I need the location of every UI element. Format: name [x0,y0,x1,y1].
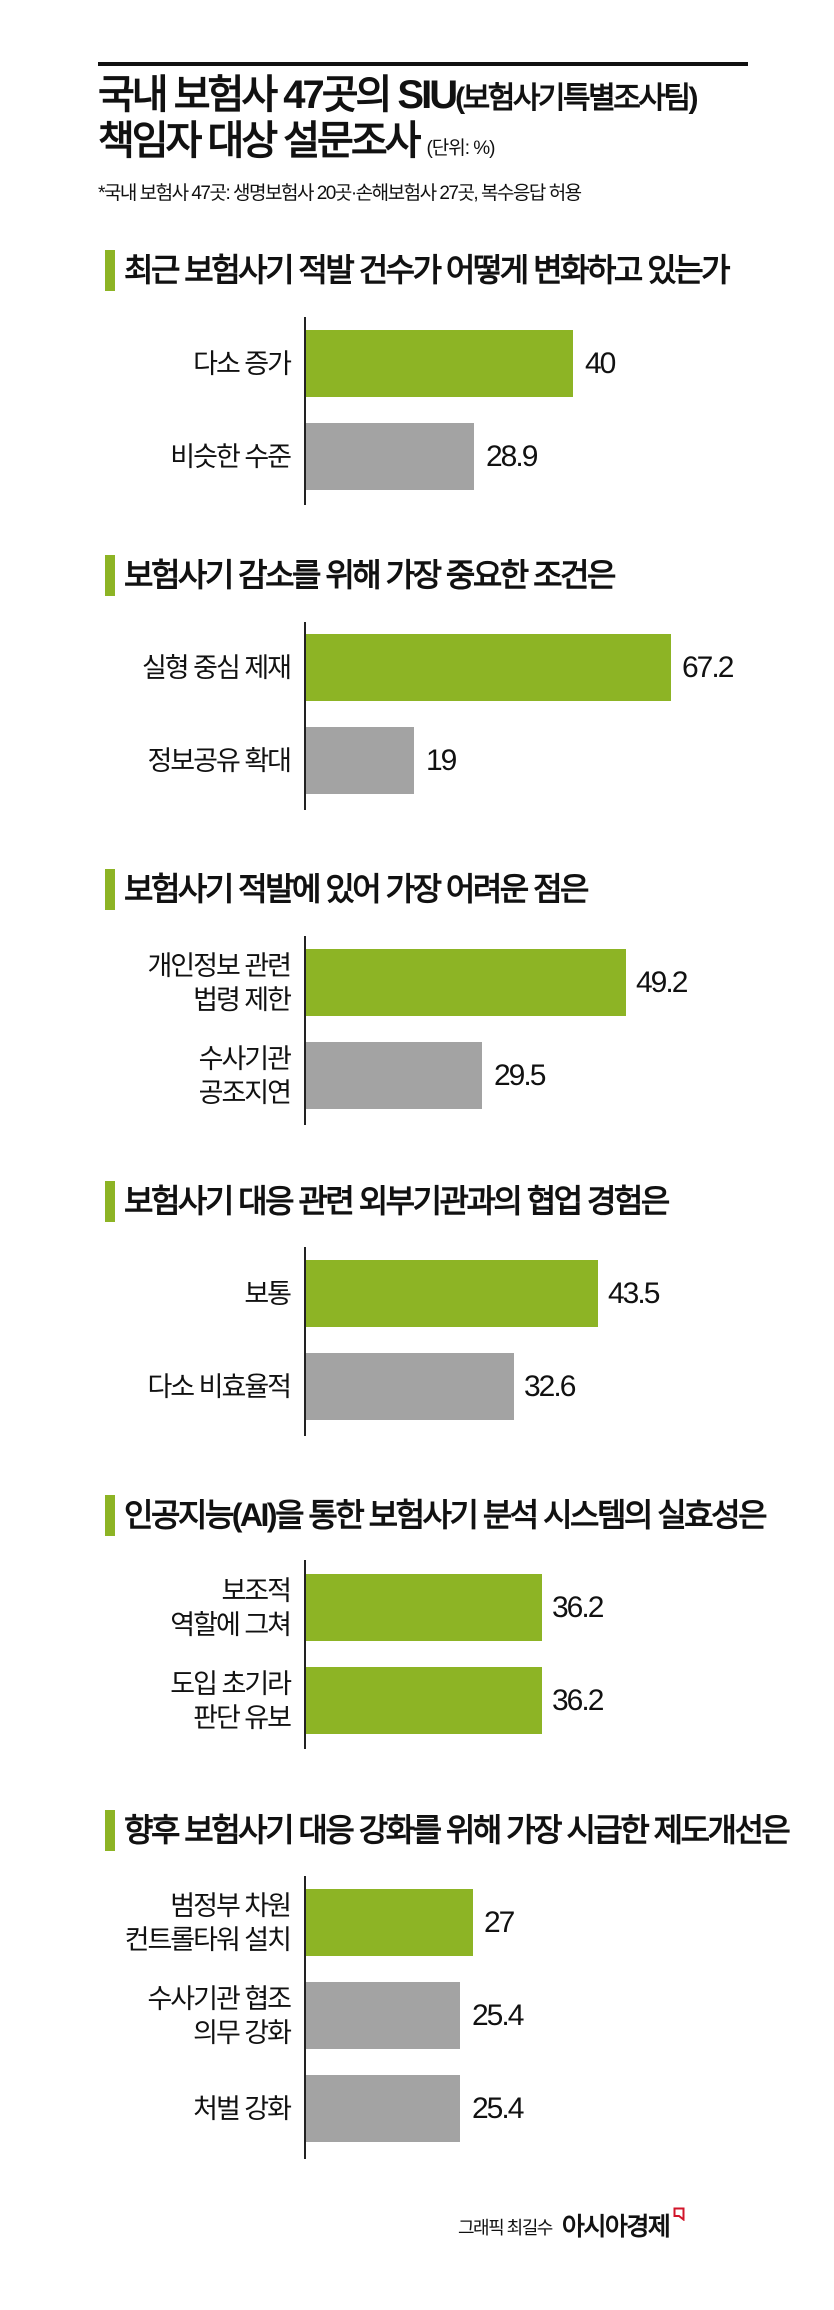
bar-highlight [306,330,573,397]
brand-logo-text: 아시아경제 [561,2213,671,2241]
bar-value: 67.2 [682,651,734,684]
bar-value: 29.5 [494,1059,546,1092]
bar-value: 43.5 [608,1277,660,1310]
bar-row: 범정부 차원 컨트롤타워 설치 27 [0,1889,834,1956]
bar-other [306,423,474,490]
bar-highlight [306,1667,542,1734]
credit: 그래픽 최길수 아시아경제 [458,2207,685,2241]
axis-line [304,622,306,810]
bar-value: 27 [484,1906,515,1939]
heading-marker [105,869,115,910]
section-heading: 향후 보험사기 대응 강화를 위해 가장 시급한 제도개선은 [124,1812,791,1848]
section-heading: 보험사기 감소를 위해 가장 중요한 조건은 [124,557,616,593]
bar-value: 25.4 [472,1999,524,2032]
bar-row: 실형 중심 제재 67.2 [0,634,834,701]
bar-highlight [306,1574,542,1641]
bar-value: 25.4 [472,2092,524,2125]
bar-label: 수사기관 공조지연 [198,1043,292,1108]
heading-marker [105,1181,115,1222]
bar-row: 도입 초기라 판단 유보 36.2 [0,1667,834,1734]
title-main: 국내 보험사 47곳의 SIU [98,73,458,117]
bar-highlight [306,1260,598,1327]
heading-marker [105,1495,115,1536]
bar-highlight [306,949,626,1016]
bar-value: 28.9 [486,440,538,473]
bar-highlight [306,634,671,701]
bar-row: 비슷한 수준 28.9 [0,423,834,490]
unit-label: (단위: %) [426,138,495,159]
bar-other [306,727,414,794]
heading-marker [105,1810,115,1851]
bar-row: 보통 43.5 [0,1260,834,1327]
title-main-2: 책임자 대상 설문조사 [98,119,421,163]
title-paren: (보험사기특별조사팀) [455,82,698,115]
page-title-line1: 국내 보험사 47곳의 SIU(보험사기특별조사팀) [98,72,699,122]
bar-label: 보조적 역할에 그쳐 [170,1575,292,1640]
bar-label: 다소 증가 [193,348,292,379]
bar-value: 40 [585,347,616,380]
bar-label: 다소 비효율적 [147,1371,292,1402]
axis-line [304,317,306,505]
top-rule [98,62,748,66]
heading-marker [105,555,115,596]
bar-row: 수사기관 협조 의무 강화 25.4 [0,1982,834,2049]
graphic-credit: 그래픽 최길수 [458,2218,553,2238]
section-heading: 보험사기 적발에 있어 가장 어려운 점은 [124,871,590,907]
bar-value: 49.2 [636,966,688,999]
bar-label: 비슷한 수준 [170,441,292,472]
brand-mark-icon [673,2207,685,2221]
axis-line [304,1247,306,1436]
bar-label: 도입 초기라 판단 유보 [170,1668,292,1733]
axis-line [304,936,306,1125]
bar-other [306,1982,460,2049]
bar-row: 처벌 강화 25.4 [0,2075,834,2142]
bar-label: 정보공유 확대 [147,745,292,776]
section-heading: 보험사기 대응 관련 외부기관과의 협업 경험은 [124,1183,670,1219]
bar-label: 범정부 차원 컨트롤타워 설치 [124,1890,292,1955]
axis-line [304,1560,306,1749]
bar-label: 보통 [244,1278,292,1309]
bar-value: 32.6 [524,1370,576,1403]
page-title-line2: 책임자 대상 설문조사 (단위: %) [98,118,496,172]
bar-row: 다소 증가 40 [0,330,834,397]
bar-value: 19 [426,744,457,777]
survey-note: *국내 보험사 47곳: 생명보험사 20곳·손해보험사 27곳, 복수응답 허… [98,183,582,204]
heading-marker [105,250,115,291]
bar-other [306,1042,482,1109]
section-heading: 최근 보험사기 적발 건수가 어떻게 변화하고 있는가 [124,252,731,288]
bar-label: 수사기관 협조 의무 강화 [147,1983,292,2048]
bar-other [306,2075,460,2142]
bar-label: 처벌 강화 [193,2093,292,2124]
bar-label: 개인정보 관련 법령 제한 [147,950,292,1015]
bar-row: 보조적 역할에 그쳐 36.2 [0,1574,834,1641]
bar-row: 정보공유 확대 19 [0,727,834,794]
bar-row: 수사기관 공조지연 29.5 [0,1042,834,1109]
bar-highlight [306,1889,473,1956]
bar-row: 개인정보 관련 법령 제한 49.2 [0,949,834,1016]
bar-value: 36.2 [552,1684,604,1717]
bar-value: 36.2 [552,1591,604,1624]
bar-row: 다소 비효율적 32.6 [0,1353,834,1420]
section-heading: 인공지능(AI)을 통한 보험사기 분석 시스템의 실효성은 [124,1497,768,1533]
bar-label: 실형 중심 제재 [141,652,292,683]
bar-other [306,1353,514,1420]
axis-line [304,1876,306,2159]
